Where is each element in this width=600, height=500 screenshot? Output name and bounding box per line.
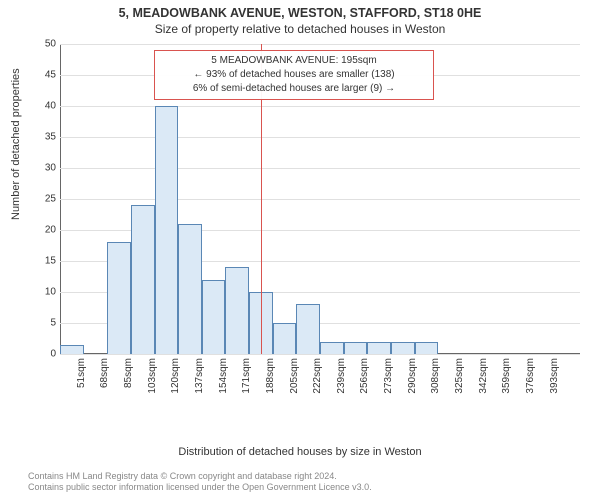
y-tick-label: 15: [34, 256, 56, 267]
histogram-bar: [320, 342, 344, 354]
x-tick-label: 239sqm: [336, 358, 347, 394]
info-box-line: 5 MEADOWBANK AVENUE: 195sqm: [161, 54, 428, 68]
histogram-bar: [225, 267, 249, 354]
histogram-bar: [296, 304, 320, 354]
footer-line-2: Contains public sector information licen…: [28, 482, 372, 494]
histogram-bar: [367, 342, 391, 354]
info-box: 5 MEADOWBANK AVENUE: 195sqm← 93% of deta…: [154, 50, 435, 100]
chart-area: 0510152025303540455051sqm68sqm85sqm103sq…: [60, 44, 580, 404]
footer-line-1: Contains HM Land Registry data © Crown c…: [28, 471, 372, 483]
x-tick-label: 393sqm: [549, 358, 560, 394]
x-tick-label: 120sqm: [170, 358, 181, 394]
y-tick-label: 25: [34, 194, 56, 205]
histogram-bar: [344, 342, 368, 354]
x-tick-label: 171sqm: [241, 358, 252, 394]
y-tick-label: 5: [34, 318, 56, 329]
x-tick-label: 85sqm: [123, 358, 134, 388]
histogram-bar: [155, 106, 179, 354]
x-tick-label: 290sqm: [407, 358, 418, 394]
y-tick-label: 35: [34, 132, 56, 143]
x-tick-label: 188sqm: [265, 358, 276, 394]
info-box-line: 6% of semi-detached houses are larger (9…: [161, 82, 428, 96]
y-tick-label: 10: [34, 287, 56, 298]
x-tick-label: 273sqm: [383, 358, 394, 394]
chart-title: 5, MEADOWBANK AVENUE, WESTON, STAFFORD, …: [0, 0, 600, 20]
x-tick-label: 68sqm: [99, 358, 110, 388]
y-tick-label: 30: [34, 163, 56, 174]
histogram-bar: [178, 224, 202, 354]
grid-line: [60, 137, 580, 138]
chart-subtitle: Size of property relative to detached ho…: [0, 20, 600, 36]
x-tick-label: 137sqm: [194, 358, 205, 394]
grid-line: [60, 354, 580, 355]
y-tick-label: 45: [34, 70, 56, 81]
grid-line: [60, 106, 580, 107]
x-tick-label: 376sqm: [525, 358, 536, 394]
x-tick-label: 205sqm: [289, 358, 300, 394]
chart-footer: Contains HM Land Registry data © Crown c…: [28, 471, 372, 494]
histogram-bar: [60, 345, 84, 354]
plot-area: 0510152025303540455051sqm68sqm85sqm103sq…: [60, 44, 580, 354]
histogram-bar: [415, 342, 439, 354]
x-tick-label: 359sqm: [501, 358, 512, 394]
histogram-bar: [202, 280, 226, 354]
y-tick-label: 40: [34, 101, 56, 112]
grid-line: [60, 168, 580, 169]
x-tick-label: 308sqm: [430, 358, 441, 394]
histogram-bar: [131, 205, 155, 354]
x-tick-label: 256sqm: [359, 358, 370, 394]
y-tick-label: 50: [34, 39, 56, 50]
x-axis-label: Distribution of detached houses by size …: [0, 446, 600, 458]
y-tick-label: 0: [34, 349, 56, 360]
x-tick-label: 325sqm: [454, 358, 465, 394]
grid-line: [60, 44, 580, 45]
info-box-line: ← 93% of detached houses are smaller (13…: [161, 68, 428, 82]
x-tick-label: 222sqm: [312, 358, 323, 394]
y-axis-label: Number of detached properties: [10, 68, 22, 220]
y-tick-label: 20: [34, 225, 56, 236]
histogram-bar: [273, 323, 297, 354]
histogram-bar: [107, 242, 131, 354]
histogram-bar: [391, 342, 415, 354]
grid-line: [60, 199, 580, 200]
x-tick-label: 51sqm: [76, 358, 87, 388]
x-tick-label: 154sqm: [218, 358, 229, 394]
x-tick-label: 342sqm: [478, 358, 489, 394]
x-tick-label: 103sqm: [147, 358, 158, 394]
